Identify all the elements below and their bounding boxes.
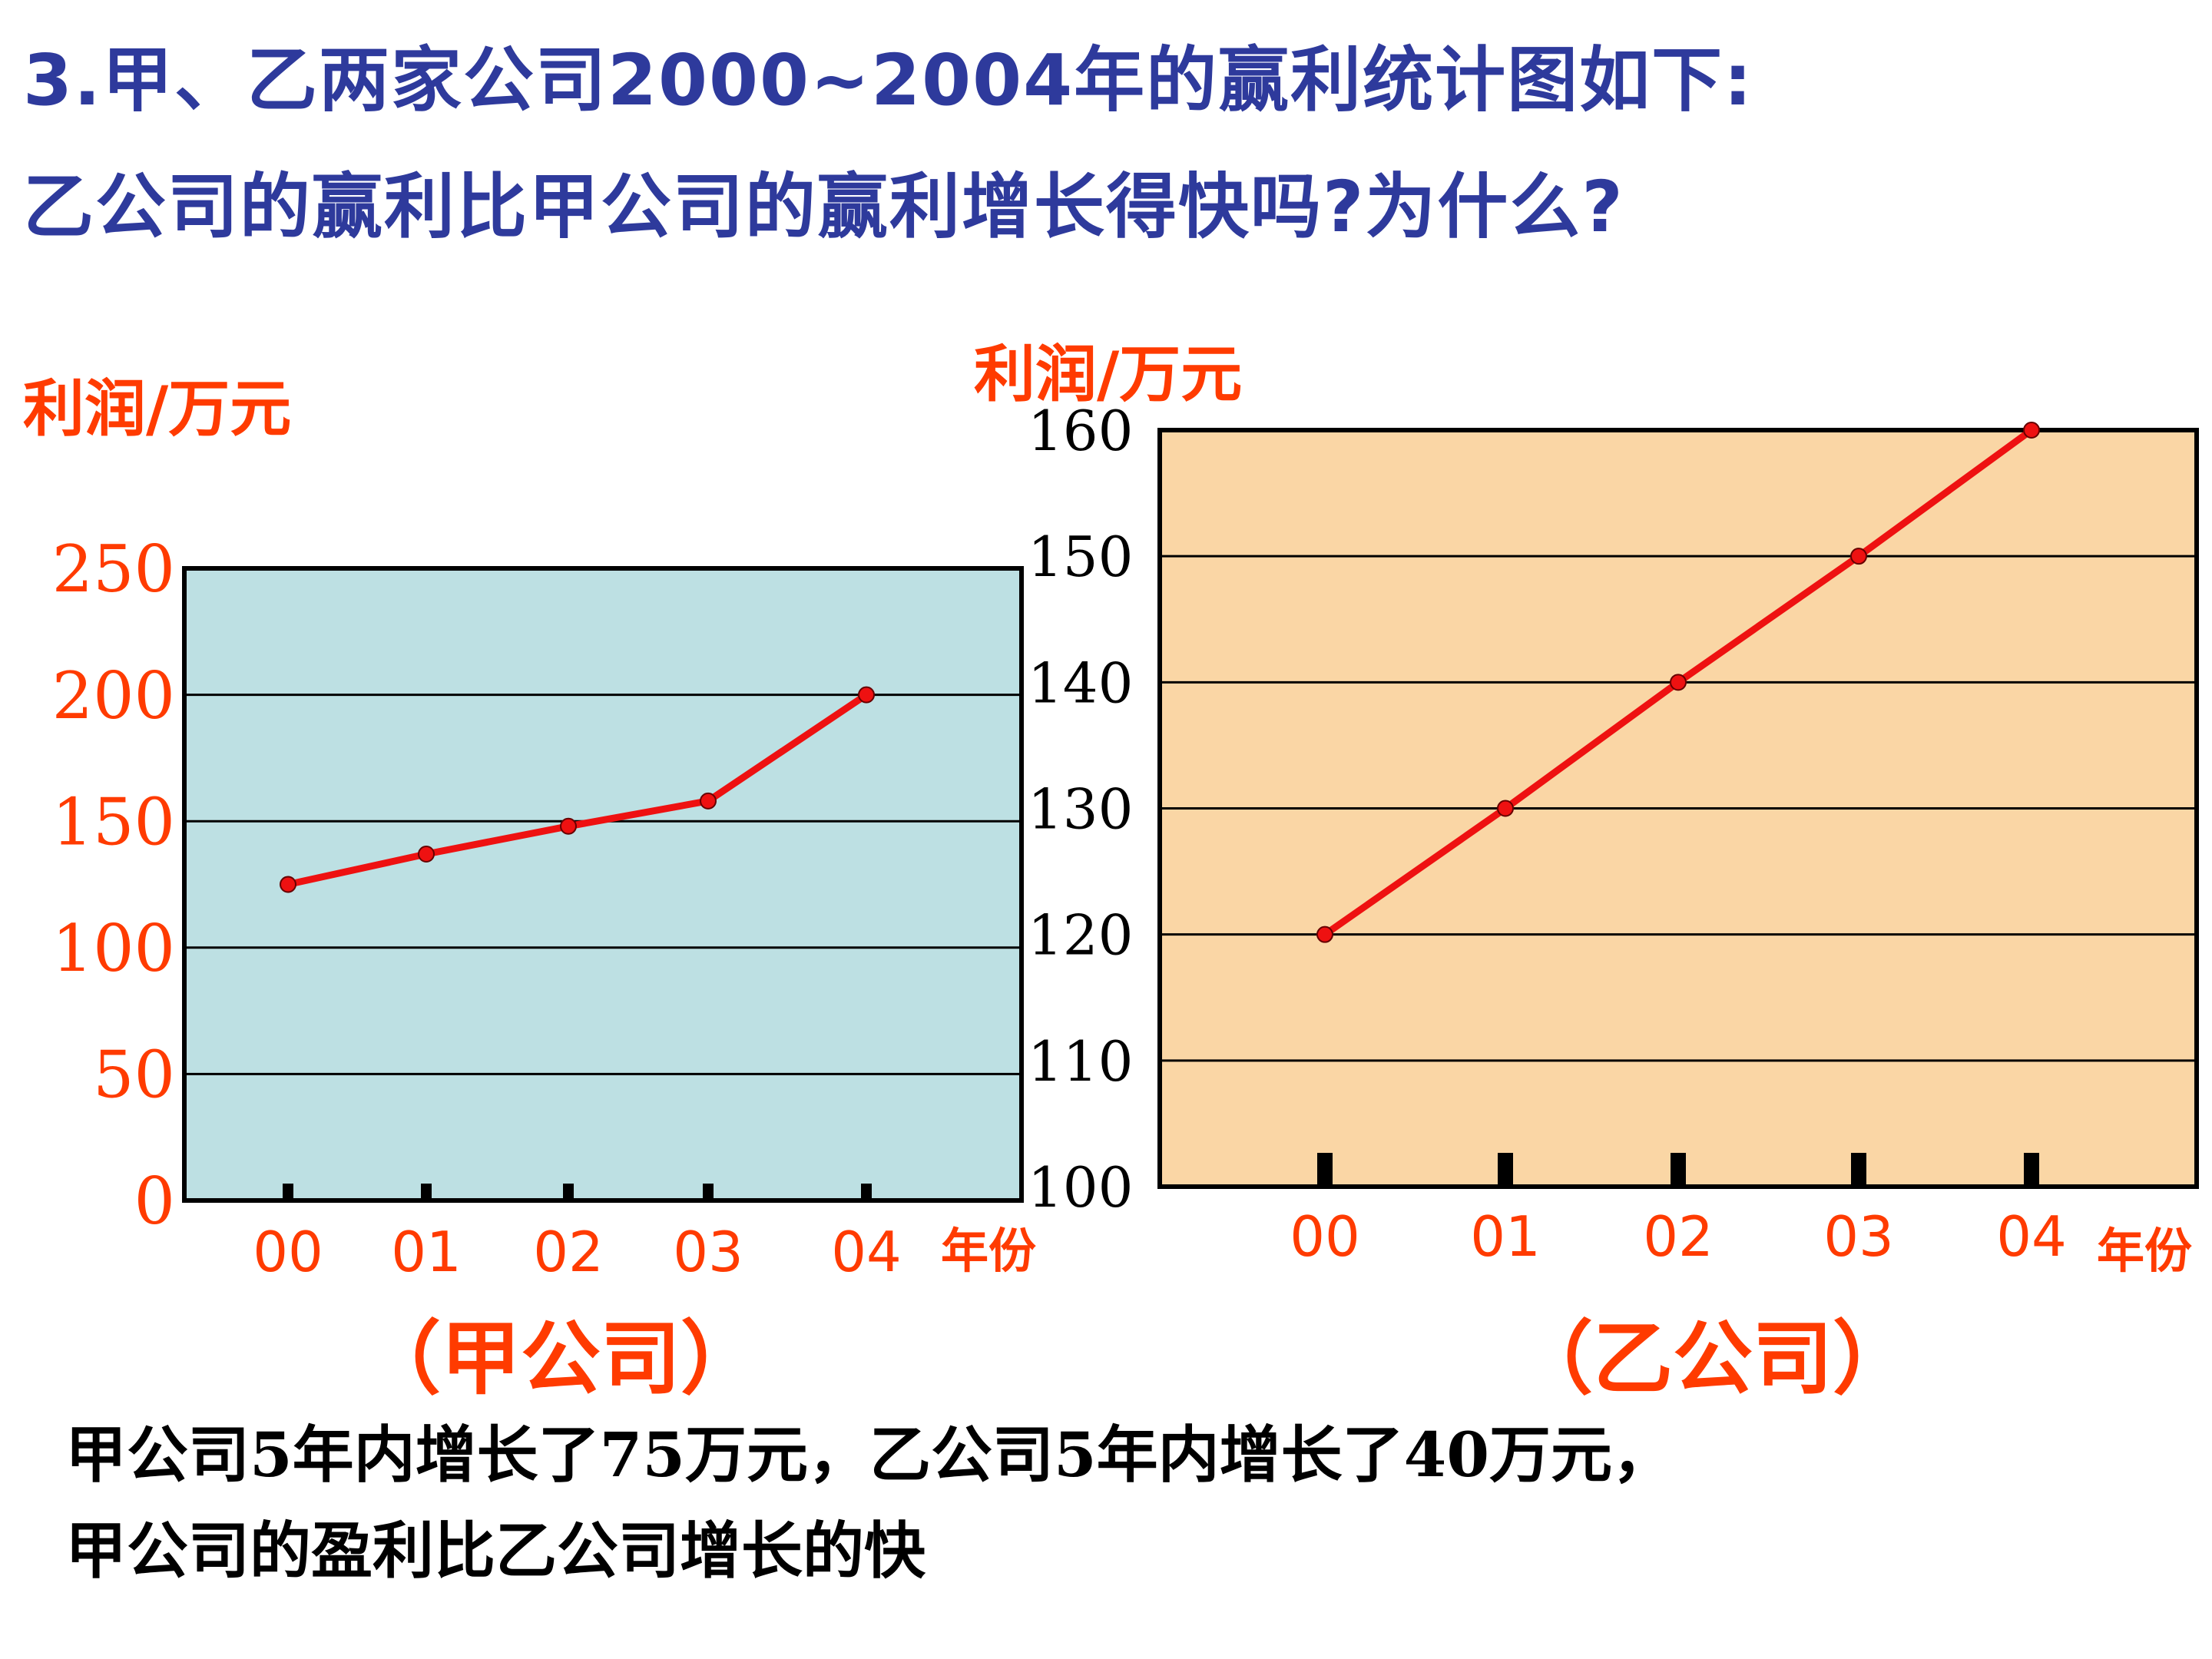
- x-tick-mark: [1498, 1153, 1513, 1187]
- question-line-1: 3.甲、乙两家公司2000~2004年的赢利统计图如下:: [23, 39, 1753, 121]
- data-point: [1850, 548, 1867, 565]
- question-line-2: 乙公司的赢利比甲公司的赢利增长得快吗?为什么?: [23, 166, 1624, 248]
- x-tick-mark: [1851, 1153, 1866, 1187]
- x-tick-mark: [2024, 1153, 2039, 1187]
- x-tick-mark: [703, 1184, 714, 1200]
- y-axis-title: 利润/万元: [23, 373, 291, 445]
- y-tick-label: 0: [134, 1164, 175, 1239]
- x-tick-label: 04: [1996, 1204, 2067, 1269]
- y-tick-label: 120: [1028, 903, 1133, 968]
- x-tick-label: 02: [1643, 1204, 1714, 1269]
- y-tick-label: 250: [52, 531, 175, 607]
- x-tick-label: 01: [391, 1220, 462, 1284]
- plot-area: [182, 566, 1024, 1203]
- y-tick-label: 140: [1028, 651, 1133, 715]
- y-axis-title: 利润/万元: [974, 339, 1242, 410]
- data-point: [1497, 800, 1514, 817]
- x-tick-label: 00: [253, 1220, 323, 1284]
- data-point: [1670, 674, 1687, 691]
- y-tick-label: 50: [93, 1038, 175, 1113]
- y-tick-label: 100: [1028, 1155, 1133, 1220]
- y-tick-label: 200: [52, 658, 175, 733]
- x-tick-label: 04: [831, 1220, 902, 1284]
- x-tick-mark: [421, 1184, 432, 1200]
- data-point: [700, 792, 717, 810]
- data-point: [858, 686, 875, 704]
- data-point: [280, 876, 296, 893]
- x-tick-mark: [1671, 1153, 1686, 1187]
- x-tick-label: 02: [533, 1220, 604, 1284]
- answer-line-2: 甲公司的盈利比乙公司增长的快: [65, 1515, 926, 1587]
- answer-line-1: 甲公司5年内增长了75万元，乙公司5年内增长了40万元，: [65, 1419, 1674, 1491]
- x-tick-label: 03: [673, 1220, 743, 1284]
- y-tick-label: 100: [52, 911, 175, 986]
- x-tick-label: 00: [1290, 1204, 1360, 1269]
- x-tick-mark: [861, 1184, 872, 1200]
- chart-caption: （甲公司）: [361, 1312, 760, 1406]
- x-tick-label: 03: [1823, 1204, 1894, 1269]
- x-axis-title: 年份: [2097, 1223, 2192, 1279]
- x-tick-mark: [563, 1184, 574, 1200]
- x-tick-label: 01: [1470, 1204, 1541, 1269]
- y-tick-label: 160: [1028, 399, 1133, 463]
- x-tick-mark: [283, 1184, 293, 1200]
- x-axis-title: 年份: [941, 1223, 1036, 1279]
- y-tick-label: 150: [1028, 525, 1133, 589]
- y-tick-label: 110: [1028, 1029, 1133, 1094]
- data-point: [2023, 422, 2040, 439]
- data-point: [560, 817, 577, 835]
- chart-caption: （乙公司）: [1513, 1312, 1912, 1406]
- y-tick-label: 150: [52, 784, 175, 859]
- y-tick-label: 130: [1028, 777, 1133, 841]
- data-point: [1316, 926, 1333, 943]
- data-point: [418, 845, 435, 863]
- x-tick-mark: [1317, 1153, 1333, 1187]
